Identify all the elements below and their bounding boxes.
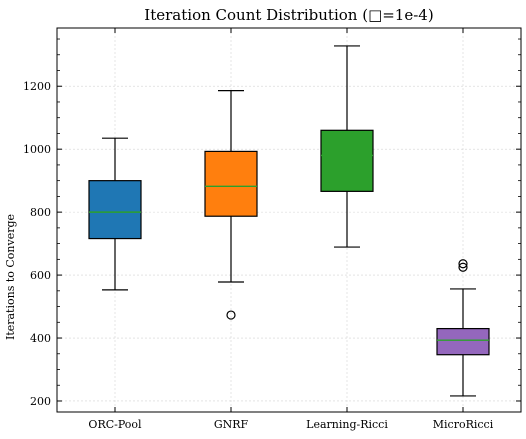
x-tick-label: ORC-Pool: [88, 418, 142, 431]
box-group: [88, 137, 142, 291]
box-group: [204, 90, 258, 320]
y-tick-label: 600: [30, 269, 51, 282]
x-tick-label: MicroRicci: [433, 418, 494, 431]
x-tick-label: GNRF: [214, 418, 249, 431]
outlier-point: [458, 259, 468, 269]
outlier-point: [458, 262, 468, 272]
box-group: [320, 45, 374, 248]
box-iqr: [436, 327, 490, 356]
box-iqr: [88, 180, 142, 240]
box-layer: [88, 45, 490, 397]
chart-title: Iteration Count Distribution (□=1e-4): [144, 6, 433, 24]
x-tick-label: Learning-Ricci: [306, 418, 388, 431]
y-tick-label: 200: [30, 395, 51, 408]
y-axis-label: Iterations to Converge: [4, 214, 17, 340]
box-iqr: [204, 150, 258, 217]
box-iqr: [320, 129, 374, 192]
y-tick-label: 800: [30, 206, 51, 219]
plot-frame: [56, 27, 522, 413]
y-tick-label: 400: [30, 332, 51, 345]
y-tick-label: 1200: [23, 80, 51, 93]
outlier-point: [226, 310, 236, 320]
y-tick-label: 1000: [23, 143, 51, 156]
box-group: [436, 259, 490, 397]
axis-layer: 200 400 600 800 1000 1200 ORC-Pool GNRF Learning…: [23, 28, 521, 431]
